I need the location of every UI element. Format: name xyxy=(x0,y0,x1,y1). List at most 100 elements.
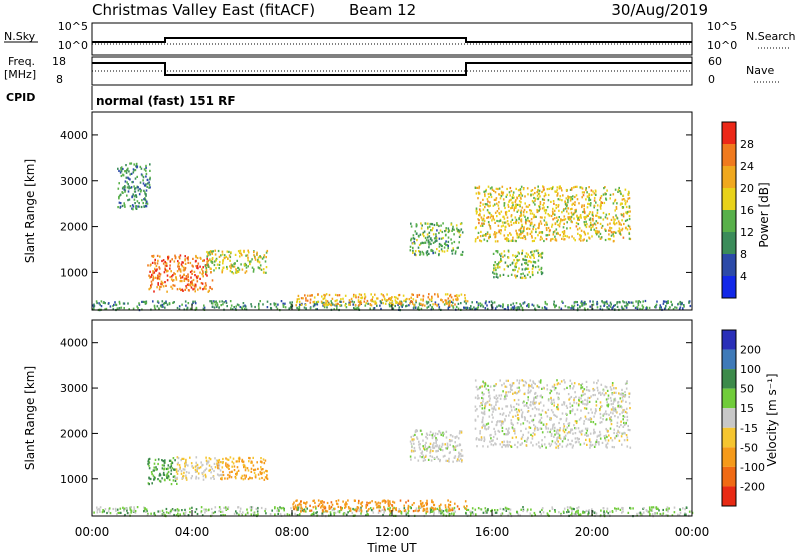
power-cell xyxy=(533,250,536,253)
power-cell xyxy=(148,181,150,184)
velocity-cell xyxy=(571,439,573,442)
power-cell xyxy=(408,304,410,307)
velocity-cell xyxy=(532,420,534,423)
velocity-cell xyxy=(534,382,536,386)
power-cell xyxy=(507,222,509,225)
power-cell xyxy=(181,261,183,264)
power-cell xyxy=(410,225,413,228)
velocity-cell xyxy=(546,388,549,391)
power-cell xyxy=(400,300,402,303)
velocity-cell xyxy=(217,462,220,466)
power-cell xyxy=(154,269,157,272)
power-cell xyxy=(628,237,631,240)
velocity-cell xyxy=(341,507,343,510)
power-cell xyxy=(587,202,589,205)
power-cell xyxy=(490,193,492,196)
power-cell xyxy=(440,224,442,227)
power-cell xyxy=(548,214,551,217)
velocity-cell xyxy=(594,412,596,415)
power-cell xyxy=(426,306,428,309)
power-cell xyxy=(438,231,440,235)
velocity-cell xyxy=(390,510,392,513)
power-cell xyxy=(498,266,501,269)
velocity-cell xyxy=(583,420,586,423)
power-cell xyxy=(602,301,604,304)
power-cell xyxy=(191,283,194,286)
velocity-cell xyxy=(511,436,514,439)
velocity-cell xyxy=(605,392,607,395)
power-cell xyxy=(116,307,119,310)
power-cell xyxy=(590,193,593,196)
power-cell xyxy=(612,202,615,205)
velocity-cell xyxy=(523,392,526,396)
power-cell xyxy=(351,300,354,303)
velocity-cell xyxy=(478,438,480,441)
velocity-cell xyxy=(167,511,170,515)
velocity-cell xyxy=(620,400,623,403)
velocity-cell xyxy=(417,510,419,513)
velocity-cell xyxy=(430,506,433,509)
power-cell xyxy=(488,223,490,226)
power-cell xyxy=(662,300,665,303)
power-cell xyxy=(545,209,547,212)
velocity-cell xyxy=(407,506,409,509)
power-cell xyxy=(532,273,534,277)
velocity-cell xyxy=(195,464,198,467)
power-cell xyxy=(531,189,534,192)
velocity-cell xyxy=(677,513,679,516)
power-cell xyxy=(553,217,556,220)
velocity-cell xyxy=(572,444,574,447)
power-cell xyxy=(554,190,556,193)
velocity-cell xyxy=(606,446,608,449)
power-cell xyxy=(571,207,573,210)
power-cell xyxy=(257,260,260,263)
power-cell xyxy=(594,223,597,226)
power-cell xyxy=(431,306,434,309)
power-cell xyxy=(118,182,120,185)
velocity-cell xyxy=(371,500,373,503)
x-axis-label: Time UT xyxy=(366,541,417,554)
velocity-cell xyxy=(531,437,534,440)
power-cell xyxy=(577,217,579,220)
velocity-cell xyxy=(502,422,504,425)
velocity-cell xyxy=(578,514,580,517)
power-cell xyxy=(189,284,192,287)
velocity-cell xyxy=(414,449,416,452)
power-cell xyxy=(187,279,190,283)
velocity-cell xyxy=(419,455,421,458)
power-cell xyxy=(410,222,412,225)
velocity-cell xyxy=(684,508,686,511)
power-cell xyxy=(627,193,629,196)
velocity-cell xyxy=(503,444,506,447)
velocity-cell xyxy=(124,513,126,517)
power-cell xyxy=(628,197,631,200)
power-cell xyxy=(557,223,559,226)
power-cell xyxy=(143,198,145,201)
power-cell xyxy=(211,250,213,253)
velocity-cell xyxy=(208,469,210,472)
power-cell xyxy=(613,235,615,238)
power-cell xyxy=(304,294,306,297)
power-cell xyxy=(149,270,151,273)
power-cell xyxy=(570,215,573,219)
power-cell xyxy=(131,207,133,210)
power-cell xyxy=(359,301,362,304)
velocity-cell xyxy=(609,510,611,513)
power-cell xyxy=(593,204,596,207)
velocity-cell xyxy=(500,420,502,423)
power-cell xyxy=(541,237,543,240)
power-cell xyxy=(584,224,587,227)
velocity-cell xyxy=(274,513,276,516)
power-cell xyxy=(220,254,222,257)
velocity-cell xyxy=(134,511,137,514)
velocity-cell xyxy=(570,443,572,446)
power-cell xyxy=(552,218,554,221)
power-cell xyxy=(450,300,453,303)
power-cell xyxy=(379,300,382,303)
power-cell xyxy=(579,186,582,189)
power-cell xyxy=(435,236,438,239)
velocity-cell xyxy=(533,423,535,427)
velocity-cell xyxy=(622,415,625,418)
